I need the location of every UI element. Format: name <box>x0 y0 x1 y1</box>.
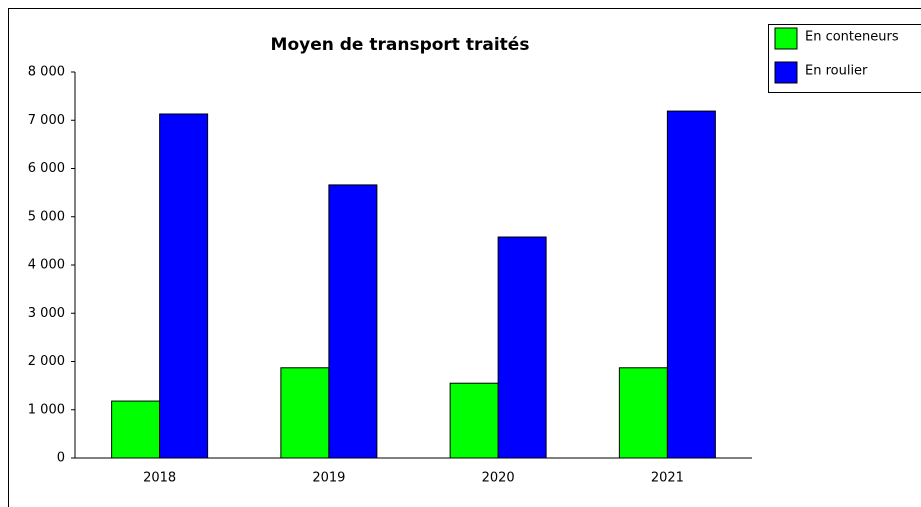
x-tick-label: 2018 <box>143 471 176 486</box>
chart-title: Moyen de transport traités <box>271 35 530 55</box>
bar <box>666 110 716 459</box>
chart-frame <box>8 8 921 507</box>
bar <box>618 367 668 459</box>
x-tick-label: 2020 <box>482 471 515 486</box>
bar <box>328 184 378 459</box>
y-tick-label: 1 000 <box>28 402 65 417</box>
legend-label: En conteneurs <box>805 30 899 45</box>
y-tick-label: 0 <box>57 451 65 466</box>
legend-label: En roulier <box>805 64 868 79</box>
bar <box>449 382 499 459</box>
bar <box>159 113 209 459</box>
y-tick-label: 5 000 <box>28 209 65 224</box>
bar <box>111 400 161 459</box>
y-tick-label: 3 000 <box>28 306 65 321</box>
legend-swatch <box>774 27 798 50</box>
legend-swatch <box>774 61 798 84</box>
y-tick-label: 4 000 <box>28 258 65 273</box>
y-tick-label: 8 000 <box>28 65 65 80</box>
x-tick-label: 2019 <box>312 471 345 486</box>
y-tick-label: 6 000 <box>28 161 65 176</box>
y-tick-label: 2 000 <box>28 354 65 369</box>
y-tick-label: 7 000 <box>28 113 65 128</box>
bar <box>497 236 547 459</box>
x-tick-label: 2021 <box>651 471 684 486</box>
bar <box>280 367 330 459</box>
